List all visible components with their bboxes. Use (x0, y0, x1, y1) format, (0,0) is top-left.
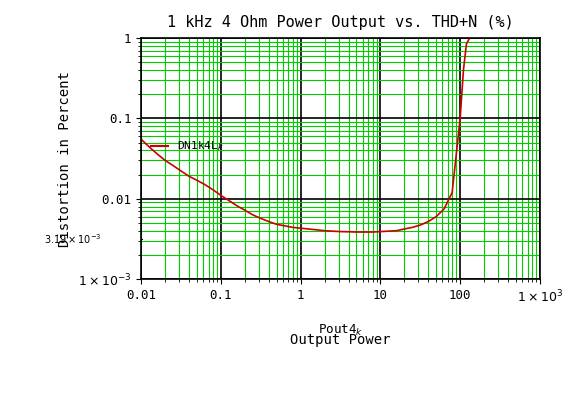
Y-axis label: Distortion in Percent: Distortion in Percent (58, 70, 72, 246)
Legend: DN1k4L$_k$: DN1k4L$_k$ (147, 135, 228, 158)
Text: Pout4$_k$: Pout4$_k$ (318, 322, 363, 337)
Text: $3.19\times10^{-3}$: $3.19\times10^{-3}$ (44, 232, 102, 246)
Title: 1 kHz 4 Ohm Power Output vs. THD+N (%): 1 kHz 4 Ohm Power Output vs. THD+N (%) (167, 15, 514, 30)
X-axis label: Output Power: Output Power (290, 333, 391, 347)
